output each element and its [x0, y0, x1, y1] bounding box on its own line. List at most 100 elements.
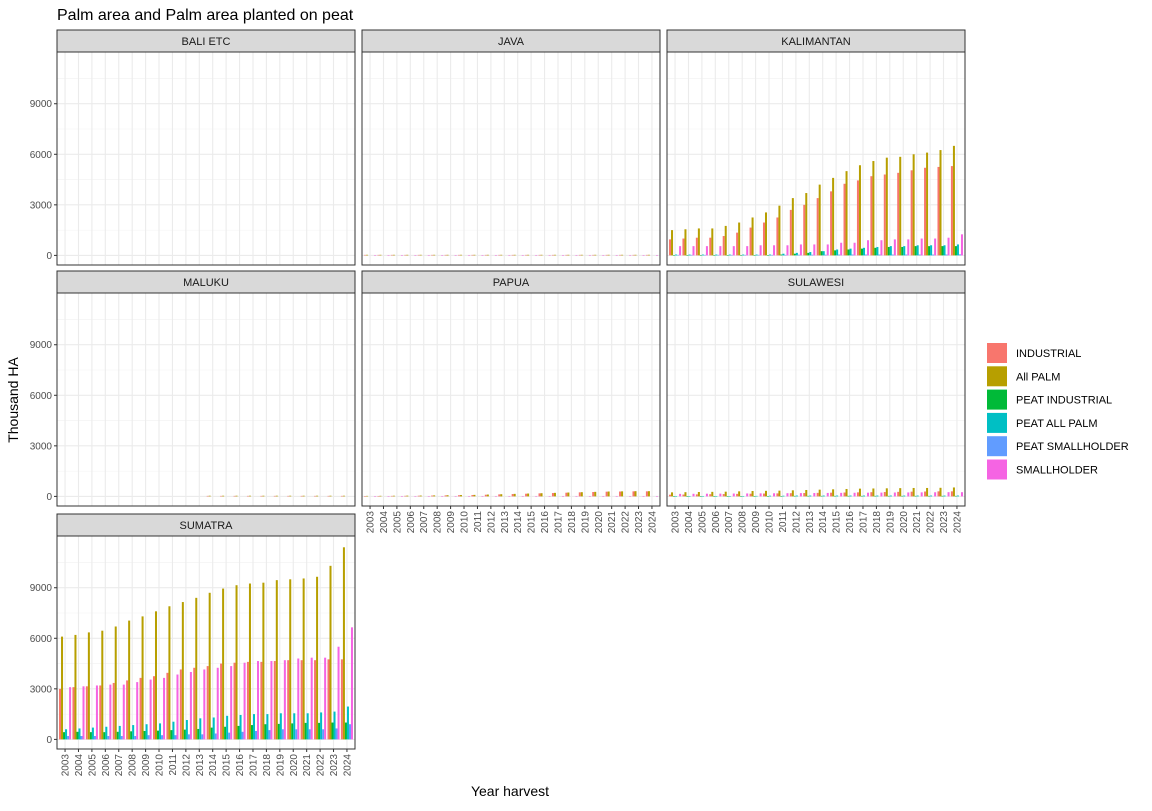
bar-industrial: [233, 662, 236, 740]
x-tick-label: 2003: [671, 511, 682, 534]
bar-peat-all-palm: [239, 714, 242, 740]
bar-all-palm: [419, 495, 422, 497]
legend-label: All PALM: [1016, 371, 1060, 383]
bar-smallholder: [813, 244, 816, 256]
bar-all-palm: [952, 145, 955, 256]
bar-all-palm: [805, 193, 808, 256]
bar-industrial: [484, 254, 487, 256]
x-tick-label: 2006: [711, 511, 722, 534]
bar-smallholder: [257, 661, 260, 740]
bar-peat-industrial: [63, 732, 66, 740]
bar-all-palm: [500, 254, 503, 256]
bar-all-palm: [222, 495, 225, 497]
bar-all-palm: [433, 495, 436, 497]
bar-peat-industrial: [793, 495, 796, 497]
bar-smallholder: [427, 496, 430, 497]
bar-smallholder: [575, 496, 578, 497]
bar-peat-all-palm: [849, 248, 852, 256]
bar-all-palm: [621, 254, 624, 256]
y-tick-label: 6000: [30, 634, 53, 645]
bar-peat-smallholder: [134, 736, 137, 740]
bar-industrial: [605, 254, 608, 256]
bar-peat-industrial: [954, 495, 957, 497]
bar-peat-smallholder: [891, 254, 894, 256]
bar-industrial: [471, 254, 474, 256]
x-tick-label: 2024: [342, 754, 353, 777]
x-tick-label: 2019: [275, 754, 286, 777]
bar-all-palm: [366, 495, 369, 497]
bar-industrial: [314, 495, 317, 497]
bar-all-palm: [473, 254, 476, 256]
panel-border: [361, 292, 661, 507]
bar-all-palm: [791, 490, 794, 497]
bar-smallholder: [853, 492, 856, 497]
bar-smallholder: [69, 687, 72, 740]
bar-all-palm: [858, 165, 861, 256]
bar-industrial: [444, 495, 447, 497]
bar-smallholder: [310, 657, 313, 740]
bar-industrial: [340, 659, 343, 740]
x-tick-label: 2018: [262, 754, 273, 777]
facet-panel-kalimantan: KALIMANTAN: [666, 29, 966, 266]
bar-all-palm: [885, 157, 888, 256]
bar-industrial: [340, 495, 343, 497]
bar-all-palm: [899, 156, 902, 256]
bar-peat-smallholder: [174, 735, 177, 740]
bar-industrial: [619, 491, 622, 497]
bar-all-palm: [818, 184, 821, 256]
bar-peat-smallholder: [945, 254, 948, 256]
bar-industrial: [645, 254, 648, 256]
bar-all-palm: [751, 491, 754, 497]
x-tick-label: 2014: [513, 511, 524, 534]
bar-smallholder: [82, 686, 85, 740]
bar-peat-all-palm: [688, 254, 691, 256]
bar-peat-industrial: [753, 496, 756, 497]
bar-smallholder: [324, 657, 327, 740]
bar-peat-industrial: [887, 495, 890, 497]
bar-all-palm: [154, 611, 158, 740]
bar-industrial: [883, 492, 886, 497]
bar-industrial: [565, 492, 568, 497]
bar-peat-all-palm: [795, 252, 798, 256]
bar-peat-industrial: [767, 496, 770, 497]
bar-peat-all-palm: [862, 495, 865, 497]
bar-peat-all-palm: [782, 495, 785, 497]
bar-smallholder: [203, 669, 206, 740]
bar-all-palm: [486, 494, 489, 497]
bar-smallholder: [746, 246, 749, 256]
bar-peat-industrial: [250, 725, 253, 740]
bar-all-palm: [621, 491, 624, 497]
bar-industrial: [551, 254, 554, 256]
bar-all-palm: [751, 217, 754, 256]
bar-peat-all-palm: [279, 713, 282, 740]
bar-smallholder: [283, 660, 286, 740]
legend-label: PEAT INDUSTRIAL: [1016, 395, 1112, 407]
bar-peat-all-palm: [742, 496, 745, 497]
bar-peat-industrial: [740, 496, 743, 497]
bar-peat-all-palm: [836, 249, 839, 256]
bar-peat-smallholder: [187, 734, 190, 740]
bar-all-palm: [419, 254, 422, 256]
bar-industrial: [444, 254, 447, 256]
bar-industrial: [830, 191, 833, 256]
bar-all-palm: [899, 488, 902, 497]
bar-smallholder: [95, 685, 98, 740]
bar-smallholder: [799, 493, 802, 497]
facet-panel-java: JAVA: [361, 29, 661, 266]
bar-smallholder: [454, 255, 457, 256]
bar-all-palm: [473, 494, 476, 497]
bar-all-palm: [316, 495, 319, 497]
x-tick-label: 2022: [316, 754, 327, 777]
bar-smallholder: [934, 238, 937, 256]
bar-all-palm: [513, 493, 516, 497]
bar-smallholder: [414, 255, 417, 256]
bar-industrial: [246, 661, 249, 740]
bar-all-palm: [594, 491, 597, 497]
bar-industrial: [300, 495, 303, 497]
bar-smallholder: [867, 492, 870, 497]
bar-industrial: [85, 686, 88, 740]
x-tick-label: 2006: [406, 511, 417, 534]
x-tick-label: 2020: [594, 511, 605, 534]
bar-industrial: [300, 660, 303, 740]
bar-peat-all-palm: [118, 725, 121, 740]
